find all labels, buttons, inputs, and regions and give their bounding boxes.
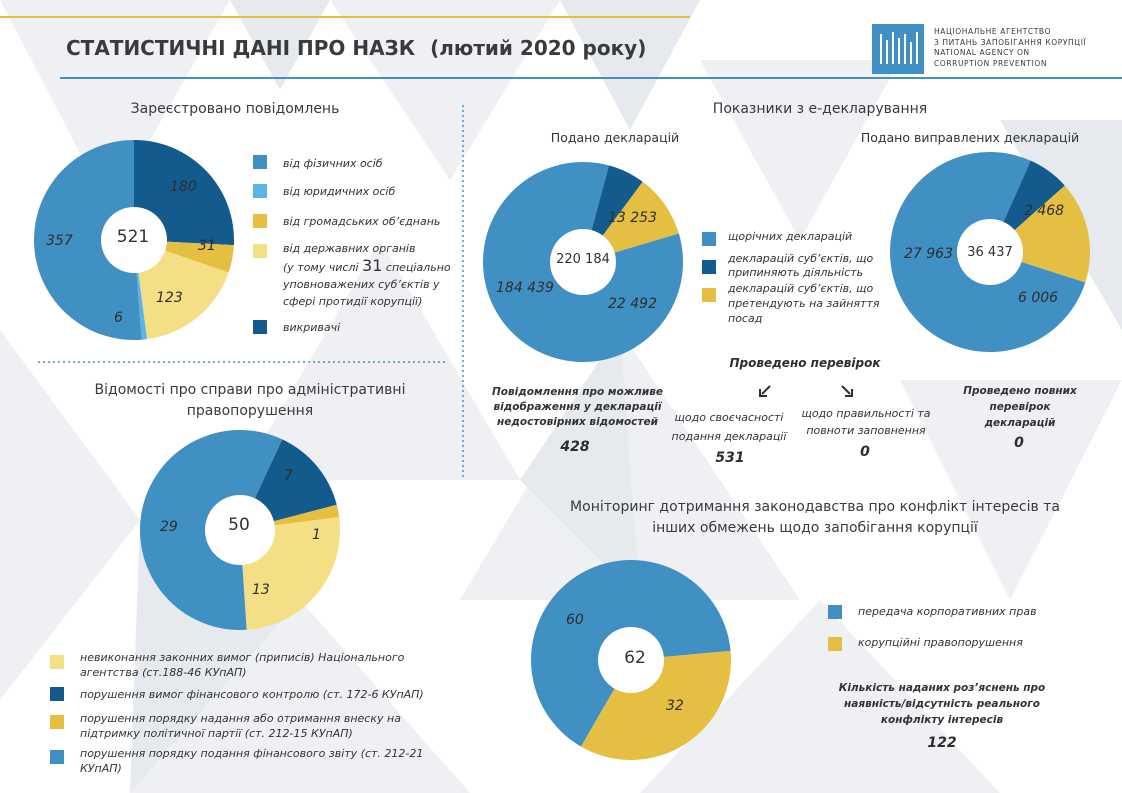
reports-pie-chart	[34, 140, 234, 340]
submitted-pie-chart	[483, 162, 683, 362]
edecl-corrected-title: Подано виправлених декларацій	[860, 130, 1080, 145]
legend-label: порушення порядку подання фінансового зв…	[80, 747, 424, 775]
reports-value-label: 31	[198, 238, 216, 254]
monitoring-title: Моніторинг дотримання законодавства про …	[570, 499, 1060, 536]
admin-value-label: 29	[160, 519, 178, 535]
corrected-total: 36 437	[967, 245, 1013, 260]
checks-title: Проведено перевірок	[729, 356, 881, 370]
legend-fragment: (у тому числі	[283, 261, 359, 274]
admin-value-label: 13	[252, 582, 270, 598]
donut-hole	[957, 219, 1023, 285]
legend-swatch	[702, 288, 716, 302]
monitoring-value-label: 32	[666, 698, 684, 714]
logo-text: НАЦІОНАЛЬНЕ АГЕНТСТВО З ПИТАНЬ ЗАПОБІГАН…	[934, 27, 1086, 69]
admin-pie-chart	[140, 430, 340, 630]
legend-swatch	[50, 687, 64, 701]
full-check-label: Проведено повних перевірок декларацій	[963, 385, 1077, 429]
correctness-value: 0	[860, 444, 870, 460]
legend-fragment: спеціально	[385, 261, 451, 274]
pie-slice	[34, 140, 142, 340]
logo-text-line: NATIONAL AGENCY ON	[934, 48, 1030, 57]
pie-slice	[134, 240, 229, 340]
legend-swatch	[253, 155, 267, 169]
legend-swatch	[50, 715, 64, 729]
legend-swatch	[828, 637, 842, 651]
legend-swatch	[702, 260, 716, 274]
legend-swatch	[50, 750, 64, 764]
legend-highlight: 31	[362, 256, 383, 275]
full-check-value: 0	[1014, 435, 1024, 451]
timeliness-value: 531	[715, 450, 745, 466]
corrected-value-label: 27 963	[904, 246, 953, 262]
legend-label: щорічних декларацій	[728, 230, 853, 243]
logo-text-line: CORRUPTION PREVENTION	[934, 58, 1048, 68]
legend-label: декларацій суб’єктів, що припиняють діял…	[728, 252, 874, 279]
page-title-main: СТАТИСТИЧНІ ДАНІ ПРО НАЗК	[66, 36, 416, 60]
donut-hole	[205, 495, 275, 565]
reports-value-label: 123	[156, 290, 183, 306]
logo-text-line: З ПИТАНЬ ЗАПОБІГАННЯ КОРУПЦІЇ	[934, 37, 1087, 47]
corrected-value-label: 2 468	[1024, 203, 1065, 219]
legend-line: уповноважених суб’єктів у	[283, 278, 440, 291]
legend-swatch	[702, 232, 716, 246]
legend-swatch	[253, 214, 267, 228]
admin-value-label: 7	[284, 468, 293, 484]
donut-hole	[550, 229, 616, 295]
legend-label: від фізичних осіб	[283, 157, 383, 170]
logo	[872, 24, 924, 74]
admin-total: 50	[228, 515, 250, 535]
logo-text-line: НАЦІОНАЛЬНЕ АГЕНТСТВО	[934, 27, 1052, 36]
submitted-value-label: 22 492	[608, 296, 657, 312]
donut-hole	[101, 207, 167, 273]
reports-value-label: 180	[170, 179, 197, 195]
monitoring-total: 62	[624, 648, 646, 668]
logo-icon	[880, 32, 918, 64]
page-subtitle: (лютий 2020 року)	[430, 36, 647, 60]
legend-line: сфері протидії корупції)	[283, 295, 423, 308]
explain-label: Кількість наданих роз’яснень про наявніс…	[838, 682, 1046, 726]
legend-label: корупційні правопорушення	[858, 636, 1023, 649]
page-title: СТАТИСТИЧНІ ДАНІ ПРО НАЗК (лютий 2020 ро…	[66, 36, 646, 60]
legend-label: від громадських об’єднань	[283, 215, 441, 228]
legend-label: передача корпоративних прав	[858, 605, 1037, 618]
legend-label: порушення порядку надання або отримання …	[80, 712, 401, 740]
correctness-label: щодо правильності та повноти заповнення	[801, 407, 931, 437]
monitoring-value-label: 60	[566, 612, 584, 628]
legend-swatch	[828, 605, 842, 619]
monitoring-pie-chart	[531, 560, 731, 760]
submitted-value-label: 13 253	[608, 210, 657, 226]
legend-swatch	[253, 244, 267, 258]
legend-swatch	[50, 655, 64, 669]
admin-value-label: 1	[312, 527, 321, 543]
corrected-pie-chart	[890, 152, 1090, 352]
arrow-down-right-icon	[841, 385, 853, 397]
legend-label: декларацій суб’єктів, що претендують на …	[728, 282, 880, 325]
legend-label: невиконання законних вимог (приписів) На…	[80, 651, 405, 679]
inaccurate-label: Повідомлення про можливе відображення у …	[492, 386, 663, 428]
legend-swatch	[253, 184, 267, 198]
submitted-total: 220 184	[556, 252, 610, 267]
reports-title: Зареєстровано повідомлень	[130, 101, 340, 117]
edecl-submitted-title: Подано декларацій	[550, 130, 680, 145]
legend-swatch	[253, 320, 267, 334]
timeliness-label: щодо своєчасності подання декларації	[671, 411, 787, 443]
admin-title: Відомості про справи про адміністративні…	[94, 382, 406, 419]
reports-value-label: 357	[46, 233, 73, 249]
legend-label: від державних органів (у тому числі 31 с…	[283, 240, 453, 310]
legend-line: (у тому числі 31 спеціально	[283, 257, 453, 276]
legend-line: від державних органів	[283, 242, 416, 255]
donut-hole	[598, 627, 664, 693]
submitted-value-label: 184 439	[496, 280, 554, 296]
reports-value-label: 6	[114, 310, 123, 326]
inaccurate-value: 428	[560, 439, 590, 455]
legend-label: порушення вимог фінансового контролю (ст…	[80, 688, 424, 701]
legend-label: викривачі	[283, 321, 341, 334]
reports-total: 521	[116, 227, 150, 247]
arrow-down-left-icon	[759, 385, 771, 397]
explain-value: 122	[927, 735, 957, 751]
edecl-title: Показники з е-декларування	[712, 101, 928, 117]
legend-label: від юридичних осіб	[283, 185, 396, 198]
corrected-value-label: 6 006	[1018, 290, 1059, 306]
pie-slice	[581, 650, 731, 760]
